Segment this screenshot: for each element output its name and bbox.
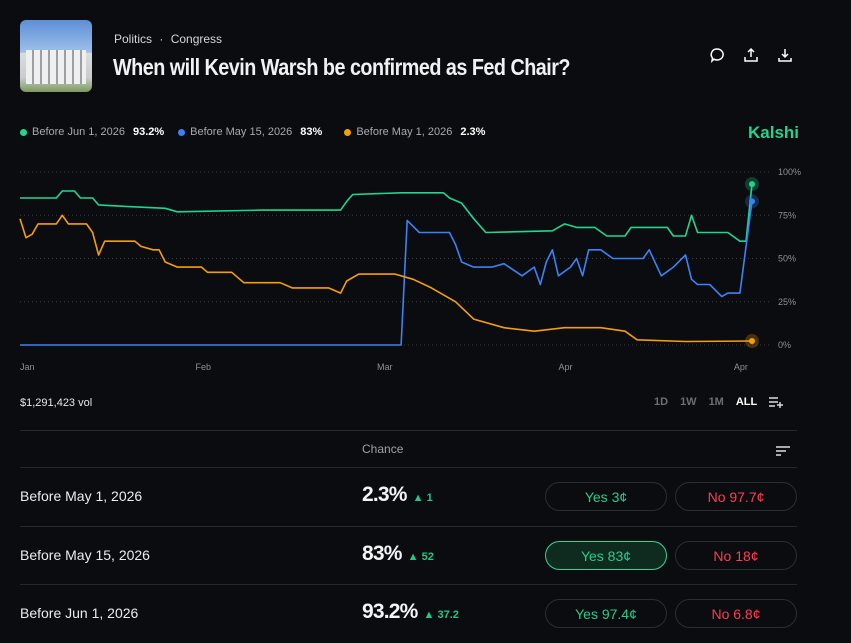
range-all[interactable]: ALL xyxy=(735,396,758,408)
buy-no-button[interactable]: No 6.8¢ xyxy=(675,599,797,628)
table-row: Before May 15, 2026 83% ▲ 52 Yes 83¢ No 1… xyxy=(20,527,797,585)
buy-yes-button[interactable]: Yes 97.4¢ xyxy=(545,599,667,628)
page-title: When will Kevin Warsh be confirmed as Fe… xyxy=(113,54,571,80)
download-icon[interactable] xyxy=(776,46,794,64)
volume: $1,291,423 vol xyxy=(20,397,93,409)
outcome-chance: 83% ▲ 52 xyxy=(362,542,434,566)
legend-value: 2.3% xyxy=(460,126,486,138)
outcome-chance: 93.2% ▲ 37.2 xyxy=(362,600,459,624)
legend-dot xyxy=(20,128,27,136)
divider xyxy=(20,467,797,468)
buy-no-button[interactable]: No 97.7¢ xyxy=(675,482,797,511)
x-tick-label: Apr xyxy=(558,362,572,372)
breadcrumb-separator: · xyxy=(159,32,164,46)
market-image xyxy=(20,20,92,92)
table-row: Before May 1, 2026 2.3% ▲ 1 Yes 3¢ No 97.… xyxy=(20,468,797,526)
legend-value: 83% xyxy=(300,126,323,138)
chart-settings-icon[interactable] xyxy=(769,396,784,411)
breadcrumb: Politics · Congress xyxy=(114,32,222,46)
range-1d[interactable]: 1D xyxy=(654,396,669,408)
y-tick-label: 100% xyxy=(778,167,801,177)
chance-value: 83% xyxy=(362,542,402,565)
x-tick-label: Mar xyxy=(377,362,393,372)
breadcrumb-politics[interactable]: Politics xyxy=(114,32,153,46)
chance-value: 2.3% xyxy=(362,483,407,506)
series-end-point xyxy=(749,198,755,205)
x-tick-label: Apr xyxy=(734,362,748,372)
y-tick-label: 75% xyxy=(778,210,796,220)
legend-item: Before May 1, 2026 2.3% xyxy=(344,126,485,138)
legend-item: Before May 15, 2026 83% xyxy=(178,126,322,138)
buy-no-button[interactable]: No 18¢ xyxy=(675,541,797,570)
outcome-label: Before Jun 1, 2026 xyxy=(20,605,139,621)
legend-label: Before Jun 1, 2026 xyxy=(32,126,125,138)
chance-change: ▲ 1 xyxy=(412,492,433,504)
kalshi-logo: Kalshi xyxy=(748,123,800,142)
series-line xyxy=(20,201,753,346)
divider xyxy=(20,430,797,431)
share-icon[interactable] xyxy=(742,46,760,64)
range-1m[interactable]: 1M xyxy=(708,396,724,408)
y-tick-label: 0% xyxy=(778,340,791,350)
chance-value: 93.2% xyxy=(362,600,418,623)
chance-column-header: Chance xyxy=(362,442,404,456)
range-1w[interactable]: 1W xyxy=(680,396,697,408)
chance-change: ▲ 52 xyxy=(407,551,434,563)
outcome-label: Before May 15, 2026 xyxy=(20,547,150,563)
legend-dot xyxy=(178,128,186,136)
series-end-point xyxy=(749,338,755,345)
sort-icon[interactable] xyxy=(776,444,790,462)
legend-label: Before May 1, 2026 xyxy=(356,126,453,138)
legend-dot xyxy=(344,128,352,136)
series-line xyxy=(19,214,753,343)
outcome-chance: 2.3% ▲ 1 xyxy=(362,483,433,507)
buy-yes-button[interactable]: Yes 83¢ xyxy=(545,541,667,570)
outcome-label: Before May 1, 2026 xyxy=(20,488,143,504)
divider xyxy=(20,584,797,585)
legend-item: Before Jun 1, 2026 93.2% xyxy=(20,126,164,138)
y-tick-label: 25% xyxy=(778,297,796,307)
series-line xyxy=(20,184,753,242)
table-row: Before Jun 1, 2026 93.2% ▲ 37.2 Yes 97.4¢… xyxy=(20,585,797,643)
y-tick-label: 50% xyxy=(778,254,796,264)
x-tick-label: Feb xyxy=(195,362,211,372)
time-range-selector: 1D 1W 1M ALL xyxy=(654,396,784,411)
legend-value: 93.2% xyxy=(132,126,165,138)
buy-yes-button[interactable]: Yes 3¢ xyxy=(545,482,667,511)
x-tick-label: Jan xyxy=(20,362,35,372)
divider xyxy=(20,526,797,527)
legend-label: Before May 15, 2026 xyxy=(190,126,293,138)
breadcrumb-congress[interactable]: Congress xyxy=(170,32,223,46)
price-chart[interactable]: 100% 75% 50% 25% 0% Jan Feb Mar Apr Apr xyxy=(0,160,851,380)
chart-legend: Before Jun 1, 2026 93.2% Before May 15, 2… xyxy=(20,126,485,138)
series-end-point xyxy=(749,181,755,188)
chance-change: ▲ 37.2 xyxy=(423,609,459,621)
comment-icon[interactable] xyxy=(708,46,726,64)
